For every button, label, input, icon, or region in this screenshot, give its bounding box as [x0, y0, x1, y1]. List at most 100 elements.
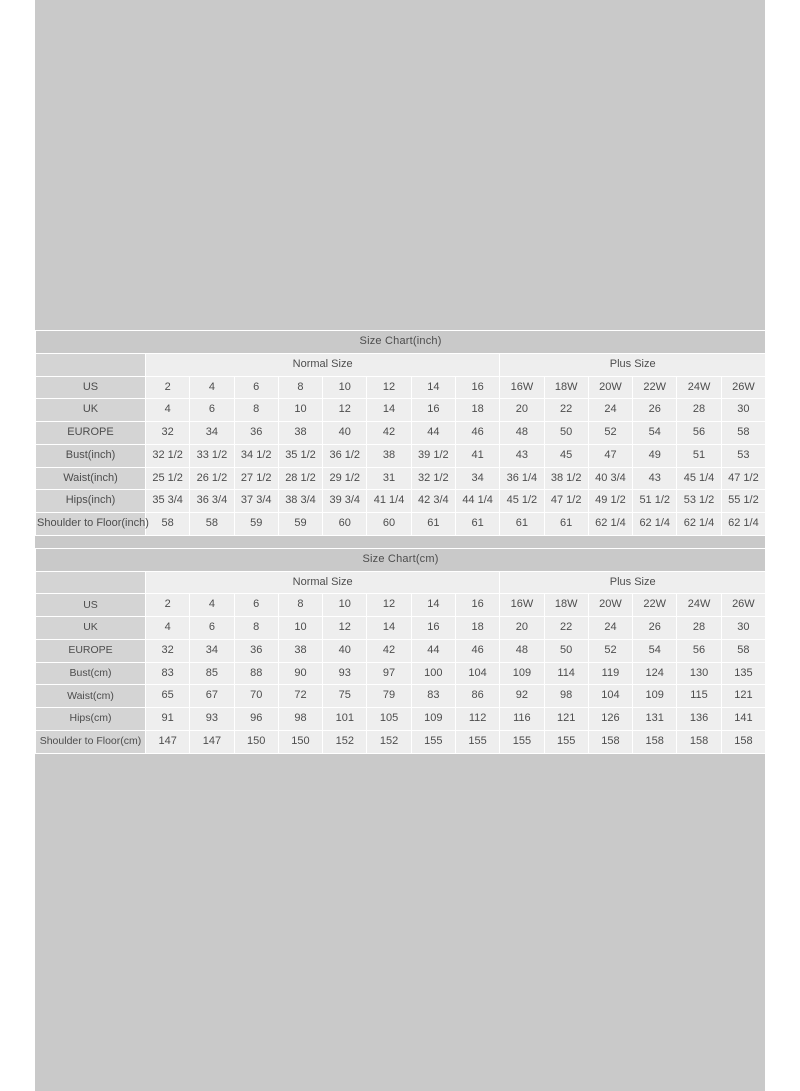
data-cell: 14: [366, 616, 412, 640]
data-cell: 14: [366, 398, 412, 422]
row-label: Hips(cm): [35, 707, 146, 731]
data-cell: 58: [144, 512, 191, 536]
data-cell: 46: [454, 638, 501, 663]
data-cell: 26W: [720, 593, 767, 617]
data-cell: 65: [144, 684, 191, 708]
data-cell: 141: [720, 707, 767, 731]
data-cell: 40: [322, 638, 368, 663]
data-cell: 62 1/4: [676, 512, 722, 536]
data-cell: 49: [632, 443, 678, 468]
data-cell: 24W: [676, 593, 722, 617]
data-cell: 14: [410, 375, 456, 400]
data-cell: 147: [144, 729, 191, 754]
data-cell: 28: [676, 398, 722, 422]
data-cell: 36: [233, 638, 279, 663]
row-label: Waist(inch): [35, 466, 146, 491]
data-cell: 26: [632, 398, 678, 422]
chart-title-row: Size Chart(cm): [34, 547, 767, 572]
data-cell: 112: [454, 707, 501, 731]
data-cell: 8: [233, 398, 279, 422]
data-cell: 50: [543, 421, 589, 445]
data-cell: 2: [144, 593, 191, 617]
data-cell: 109: [499, 661, 545, 686]
data-cell: 72: [277, 684, 324, 708]
data-cell: 51 1/2: [632, 489, 678, 513]
data-cell: 4: [144, 398, 191, 422]
data-cell: 36 1/2: [322, 443, 368, 468]
data-cell: 16: [410, 398, 456, 422]
data-cell: 20: [499, 616, 545, 640]
data-cell: 58: [720, 421, 767, 445]
table-row: US 2 4 6 8 10 12 14 16 16W 18W 20W 22W 24W 26W: [35, 593, 767, 617]
table-row: EUROPE 32 34 36 38 40 42 44 46 48 50 52 54 56 58: [35, 421, 767, 445]
data-cell: 38 1/2: [543, 466, 589, 491]
data-cell: 34 1/2: [233, 443, 279, 468]
data-cell: 47 1/2: [720, 466, 767, 491]
data-cell: 12: [322, 398, 368, 422]
group-header-plus-size: Plus Size: [499, 570, 767, 595]
data-cell: 60: [366, 512, 412, 536]
data-cell: 158: [587, 729, 634, 754]
data-cell: 2: [144, 375, 191, 400]
data-cell: 8: [277, 375, 324, 400]
data-cell: 42: [366, 421, 412, 445]
data-cell: 61: [499, 512, 545, 536]
row-label: Shoulder to Floor(cm): [35, 729, 146, 754]
data-cell: 93: [322, 661, 368, 686]
table-row: Waist(inch) 25 1/2 26 1/2 27 1/2 28 1/2 29 1/…: [35, 466, 767, 491]
data-cell: 39 3/4: [322, 489, 368, 513]
data-cell: 12: [366, 593, 412, 617]
row-label: Waist(cm): [35, 684, 146, 708]
data-cell: 24: [587, 616, 634, 640]
data-cell: 126: [587, 707, 634, 731]
data-cell: 42 3/4: [410, 489, 456, 513]
data-cell: 32: [144, 421, 191, 445]
row-label: EUROPE: [35, 638, 146, 663]
data-cell: 8: [233, 616, 279, 640]
data-cell: 114: [543, 661, 589, 686]
data-cell: 62 1/4: [587, 512, 634, 536]
data-cell: 119: [587, 661, 634, 686]
data-cell: 48: [499, 638, 545, 663]
corner-cell: [35, 352, 146, 377]
data-cell: 43: [499, 443, 545, 468]
data-cell: 155: [410, 729, 456, 754]
data-cell: 6: [233, 593, 279, 617]
table-row: Shoulder to Floor(inch) 58 58 59 59 60 60 61 61 6…: [35, 512, 767, 536]
data-cell: 47: [587, 443, 634, 468]
data-cell: 104: [587, 684, 634, 708]
row-label: Hips(inch): [35, 489, 146, 513]
data-cell: 49 1/2: [587, 489, 634, 513]
data-cell: 135: [720, 661, 767, 686]
data-cell: 31: [366, 466, 412, 491]
data-cell: 24W: [676, 375, 722, 400]
group-header-plus-size: Plus Size: [499, 352, 767, 377]
data-cell: 67: [189, 684, 235, 708]
data-cell: 32 1/2: [410, 466, 456, 491]
data-cell: 101: [322, 707, 368, 731]
data-cell: 150: [233, 729, 279, 754]
data-cell: 105: [366, 707, 412, 731]
data-cell: 6: [189, 616, 235, 640]
data-cell: 28: [676, 616, 722, 640]
data-cell: 51: [676, 443, 722, 468]
data-cell: 58: [189, 512, 235, 536]
data-cell: 30: [720, 398, 767, 422]
data-cell: 58: [720, 638, 767, 663]
size-charts-container: Size Chart(inch) Normal Size Plus Size US 2…: [34, 330, 767, 754]
data-cell: 10: [322, 593, 368, 617]
table-row: UK 4 6 8 10 12 14 16 18 20 22 24 26 28 30: [35, 616, 767, 640]
data-cell: 121: [543, 707, 589, 731]
data-cell: 20: [499, 398, 545, 422]
data-cell: 59: [233, 512, 279, 536]
data-cell: 152: [322, 729, 368, 754]
table-row: US 2 4 6 8 10 12 14 16 16W 18W 20W 22W 24W 26W: [35, 375, 767, 400]
data-cell: 155: [543, 729, 589, 754]
table-row: Shoulder to Floor(cm) 147 147 150 150 152 152 1…: [35, 729, 767, 754]
data-cell: 25 1/2: [144, 466, 191, 491]
data-cell: 83: [410, 684, 456, 708]
data-cell: 26 1/2: [189, 466, 235, 491]
data-cell: 4: [189, 593, 235, 617]
data-cell: 16W: [499, 593, 545, 617]
data-cell: 36 3/4: [189, 489, 235, 513]
